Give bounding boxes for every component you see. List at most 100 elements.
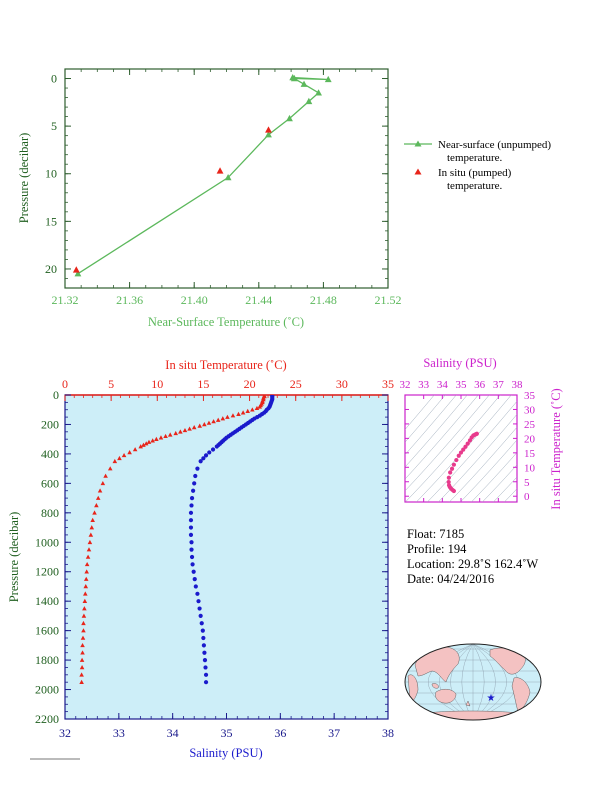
ts-point (449, 466, 455, 471)
in-situ-temperature-point (158, 435, 164, 440)
salinity-point (203, 453, 209, 458)
density-contour (470, 452, 517, 502)
salinity-point (192, 481, 197, 486)
in-situ-temperature-point (80, 635, 86, 640)
salinity-axis-label: Salinity (PSU) (189, 746, 262, 760)
in-situ-temperature-point (81, 628, 86, 633)
ts-salinity-tick-labels: 32 33 34 35 36 37 38 (400, 379, 524, 391)
salinity-tick-labels: 32 33 34 35 36 37 38 (59, 726, 394, 740)
salinity-point (191, 569, 196, 574)
in-situ-temperature-point (173, 430, 179, 436)
in-situ-temperature-point (138, 444, 143, 449)
salinity-tick-label: 37 (328, 726, 340, 740)
pressure-tick-label: 1200 (35, 565, 59, 579)
in-situ-temperature-point (150, 438, 155, 443)
salinity-point (188, 532, 194, 538)
in-situ-temperature-point (215, 417, 221, 422)
top-y-tick-label: 10 (45, 167, 57, 181)
near-surface-temperature-chart: 21.32 21.36 21.40 21.44 21.48 21.52 05101520 … (17, 68, 402, 329)
density-contour (405, 395, 490, 492)
in-situ-temperature-point (132, 447, 138, 452)
in-situ-temperature-point (83, 591, 88, 596)
unpumped-temperature-marker (300, 80, 308, 87)
in-situ-temperature-point (240, 410, 246, 415)
salinity-point (210, 447, 216, 452)
in-situ-temperature-point (121, 452, 127, 458)
legend-marker-unpumped (414, 140, 422, 147)
location: Location: 29.8˚S 162.4˚W (407, 557, 538, 571)
top-y-tick-label: 15 (45, 214, 57, 228)
ts-point (458, 450, 464, 455)
ts-temperature-tick-label: 30 (524, 404, 536, 416)
in-situ-temperature-point (81, 613, 87, 618)
ts-temperature-tick-label: 10 (524, 462, 536, 474)
temperature-axis-label: In situ Temperature (˚C) (165, 358, 286, 372)
salinity-point (189, 503, 194, 508)
land-new-zealand (465, 700, 471, 707)
salinity-point (202, 657, 208, 663)
salinity-point (189, 554, 195, 560)
salinity-tick-label: 38 (382, 726, 394, 740)
unpumped-temperature-marker (224, 173, 232, 181)
in-situ-temperature-point (79, 672, 84, 677)
pressure-tick-label: 600 (41, 476, 59, 490)
ts-point (446, 479, 451, 485)
legend-label-unpumped-line1: Near-surface (unpumped) (438, 139, 551, 151)
in-situ-temperature-point (257, 404, 263, 409)
in-situ-temperature-point (94, 503, 99, 508)
in-situ-temperature-point (103, 473, 108, 478)
in-situ-temperature-point (81, 620, 86, 626)
ts-temperature-axis-label: In situ Temperature (˚C) (549, 388, 563, 509)
pressure-tick-label: 1400 (35, 594, 59, 608)
in-situ-temperature-point (182, 427, 188, 433)
ts-point (461, 447, 466, 452)
salinity-point (195, 591, 200, 596)
pumped-temperature-marker (72, 266, 80, 273)
unpumped-temperature-marker (74, 270, 82, 277)
in-situ-temperature-point (236, 411, 241, 416)
ts-salinity-tick-label: 33 (418, 379, 430, 391)
ts-salinity-tick-label: 35 (456, 379, 468, 391)
pressure-tick-label: 1800 (35, 653, 59, 667)
float-location-star-icon: ★ (487, 693, 496, 704)
ts-point (446, 475, 451, 480)
top-x-tick-label: 21.36 (116, 293, 143, 307)
salinity-point (188, 518, 194, 523)
top-series-layer (72, 73, 332, 277)
salinity-point (214, 444, 219, 449)
ts-diagram: 32 33 34 35 36 37 38 0 5 10 15 20 25 30 35 Salinity (… (400, 356, 564, 510)
in-situ-temperature-point (82, 606, 87, 611)
pressure-tick-label: 1600 (35, 624, 59, 638)
legend-label-pumped-line1: In situ (pumped) (438, 167, 512, 179)
in-situ-temperature-point (167, 432, 173, 437)
salinity-point (201, 643, 206, 648)
profile-plot-frame (64, 394, 389, 720)
in-situ-temperature-point (127, 450, 132, 455)
in-situ-temperature-point (95, 495, 101, 500)
ts-point (451, 462, 457, 467)
temperature-tick-label: 10 (151, 377, 163, 391)
ts-temperature-tick-label: 25 (524, 419, 536, 431)
profile-series-layer (79, 395, 275, 685)
ts-series-layer (446, 431, 479, 494)
density-contour (459, 439, 517, 502)
temperature-tick-label: 0 (62, 377, 68, 391)
in-situ-temperature-point (211, 419, 216, 424)
salinity-tick-label: 34 (167, 726, 179, 740)
pressure-tick-label: 800 (41, 506, 59, 520)
temperature-tick-labels: 0 5 10 15 20 25 30 35 (62, 377, 394, 391)
in-situ-temperature-point (97, 488, 103, 493)
land-australia (435, 689, 457, 704)
map-continents (405, 644, 541, 720)
profile-axis-ticks (64, 394, 389, 720)
date: Date: 04/24/2016 (407, 572, 494, 586)
salinity-tick-label: 36 (274, 726, 286, 740)
in-situ-temperature-point (163, 433, 168, 439)
unpumped-temperature-marker (286, 114, 293, 122)
salinity-point (198, 459, 203, 464)
ts-point (454, 457, 459, 463)
pressure-tick-label: 0 (53, 388, 59, 402)
in-situ-temperature-point (230, 413, 236, 418)
in-situ-temperature-point (178, 429, 183, 434)
salinity-point (189, 540, 194, 545)
